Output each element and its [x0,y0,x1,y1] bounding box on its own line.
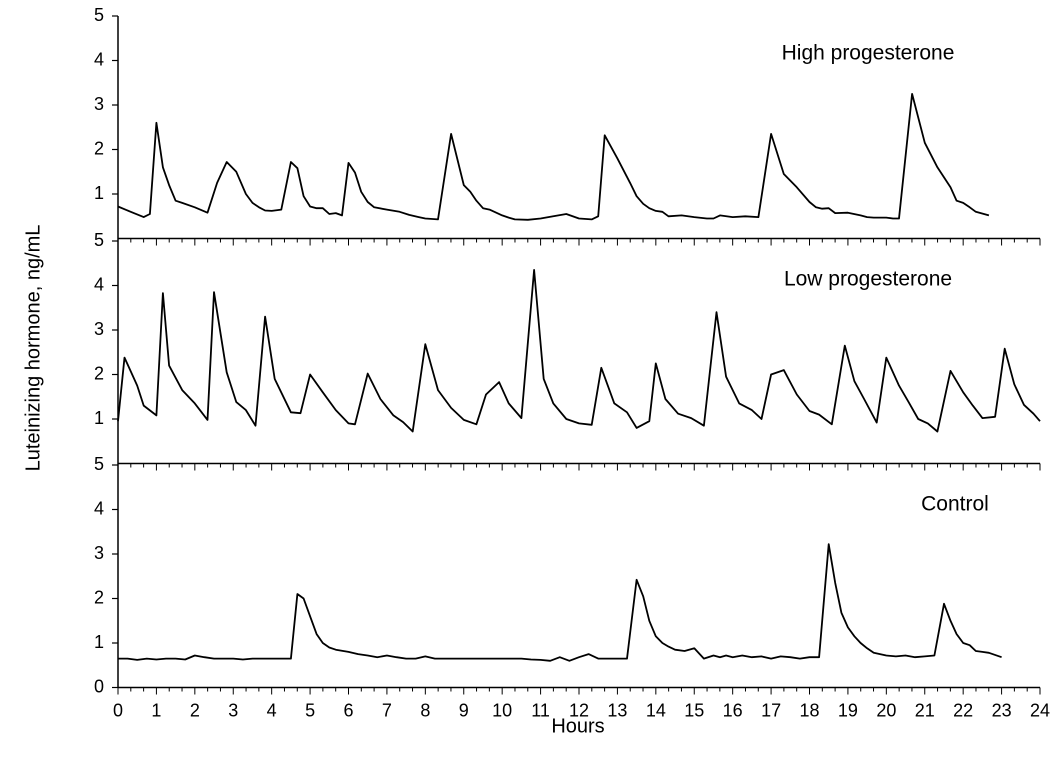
x-tick-label: 2 [190,700,200,720]
x-tick-label: 14 [646,700,666,720]
x-tick-label: 5 [305,700,315,720]
x-tick-label: 11 [531,700,550,720]
y-axis-title: Luteinizing hormone, ng/mL [22,225,44,472]
x-tick-label: 7 [382,700,392,720]
y-tick-label: 5 [94,5,104,25]
x-tick-label: 10 [492,700,512,720]
axes-layer [112,15,1041,695]
y-tick-label: 4 [94,274,104,294]
panel-label: Control [921,493,989,516]
x-tick-label: 23 [992,700,1012,720]
x-tick-label: 16 [723,700,743,720]
x-tick-label: 17 [761,700,781,720]
y-tick-label: 4 [94,49,104,69]
y-tick-label: 3 [94,319,104,339]
x-tick-label: 15 [684,700,704,720]
x-tick-label: 19 [838,700,858,720]
x-axis-title: Hours [551,715,604,737]
x-tick-label: 18 [799,700,819,720]
x-tick-label: 22 [953,700,973,720]
x-tick-label: 12 [569,700,589,720]
panel-label: Low progesterone [784,268,952,291]
y-tick-label: 3 [94,94,104,114]
y-tick-label: 1 [94,408,104,428]
y-tick-label: 2 [94,363,104,383]
series-line-high-progesterone [117,93,990,221]
y-tick-label: 1 [94,632,104,652]
x-tick-label: 21 [915,700,935,720]
series-line-control [118,543,1002,662]
y-tick-label: 5 [94,230,104,250]
y-tick-label: 5 [94,454,104,474]
y-tick-label: 3 [94,543,104,563]
y-tick-label: 1 [94,183,104,203]
x-tick-label: 3 [228,700,238,720]
x-tick-label: 1 [151,700,161,720]
x-tick-label: 0 [113,700,123,720]
x-tick-label: 13 [607,700,627,720]
y-tick-label: 2 [94,138,104,158]
panel-label: High progesterone [782,42,955,65]
x-tick-label: 8 [420,700,430,720]
y-tick-label: 2 [94,587,104,607]
labels-layer: Hours Luteinizing hormone, ng/mL 12345Hi… [22,5,1050,738]
series-line-low-progesterone [117,268,1041,433]
x-tick-label: 20 [876,700,896,720]
x-tick-label: 24 [1030,700,1050,720]
x-tick-label: 6 [343,700,353,720]
x-tick-label: 9 [459,700,469,720]
x-tick-label: 4 [267,700,277,720]
series-lines-layer [117,93,1041,662]
y-tick-label: 0 [94,676,104,696]
y-tick-label: 4 [94,498,104,518]
